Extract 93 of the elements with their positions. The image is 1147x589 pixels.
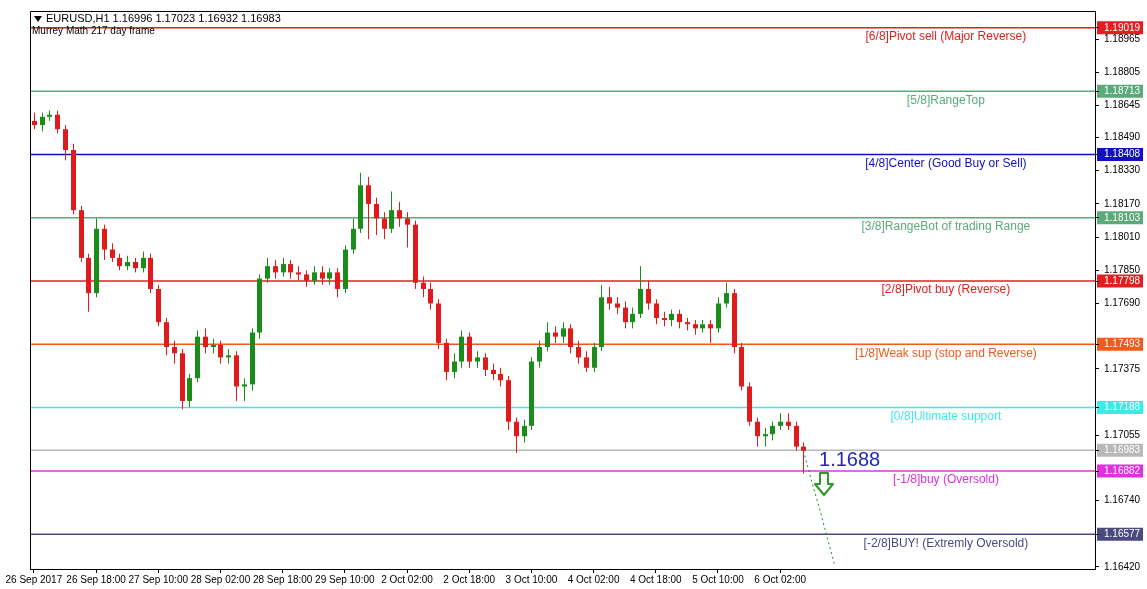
candlestick xyxy=(312,265,317,286)
candlestick xyxy=(366,176,371,240)
x-tick-label: 2 Oct 02:00 xyxy=(381,573,434,585)
candlestick xyxy=(141,251,146,273)
candlestick xyxy=(623,300,628,329)
y-tick-label: 1.18645 xyxy=(1104,99,1141,111)
x-tick-label: 4 Oct 18:00 xyxy=(629,573,683,585)
y-tick-label: 1.16983 xyxy=(1104,443,1141,455)
candlestick xyxy=(351,217,356,255)
candlestick xyxy=(498,367,503,387)
candlestick xyxy=(677,309,682,329)
candlestick xyxy=(63,124,68,161)
candlestick xyxy=(281,257,286,278)
candlestick xyxy=(382,211,387,240)
ref-line-label: [0/8]Ultimate support xyxy=(890,408,1002,423)
candlestick xyxy=(755,417,760,448)
candlestick xyxy=(40,112,45,132)
y-tick-label: 1.17850 xyxy=(1104,264,1141,276)
candlestick xyxy=(242,377,247,402)
y-tick-label: 1.18490 xyxy=(1104,131,1141,143)
y-tick-label: 1.18965 xyxy=(1104,32,1141,44)
y-tick-label: 1.16577 xyxy=(1104,528,1141,540)
ref-line-label: [5/8]RangeTop xyxy=(906,92,986,107)
candlestick xyxy=(630,307,635,329)
candlestick xyxy=(374,197,379,236)
y-tick-label: 1.18170 xyxy=(1104,197,1141,209)
candlestick xyxy=(389,190,394,234)
chart-title: EURUSD,H1 1.16996 1.17023 1.16932 1.16983 xyxy=(46,12,281,24)
y-tick-label: 1.18713 xyxy=(1104,85,1141,97)
x-tick-label: 6 Oct 02:00 xyxy=(754,573,807,585)
x-tick-label: 28 Sep 02:00 xyxy=(190,573,251,585)
y-tick-label: 1.17690 xyxy=(1104,297,1141,309)
y-tick-label: 1.18805 xyxy=(1104,65,1141,77)
y-tick-label: 1.16740 xyxy=(1104,494,1141,506)
x-tick-label: 27 Sep 10:00 xyxy=(128,573,189,585)
candlestick xyxy=(801,441,806,475)
candlestick xyxy=(724,282,729,309)
candlestick xyxy=(763,427,768,448)
candlestick xyxy=(522,419,527,443)
candlestick xyxy=(172,340,177,365)
candlestick xyxy=(770,421,775,441)
candlestick xyxy=(265,257,270,284)
y-tick-label: 1.17375 xyxy=(1104,362,1141,374)
candlestick xyxy=(405,211,410,248)
x-tick-label: 26 Sep 18:00 xyxy=(66,573,127,585)
y-tick-label: 1.19019 xyxy=(1104,21,1141,33)
candlestick xyxy=(584,350,589,373)
annotation: 1.1688 xyxy=(819,448,881,471)
y-tick-label: 1.18408 xyxy=(1104,148,1141,160)
candlestick xyxy=(708,319,713,344)
ref-line-label: [2/8]Pivot buy (Reverse) xyxy=(881,282,1011,297)
text: Murrey Math 217 day frame xyxy=(32,25,155,36)
y-tick-label: 1.17055 xyxy=(1104,428,1141,440)
candlestick xyxy=(218,340,223,365)
x-tick-label: 28 Sep 18:00 xyxy=(252,573,313,585)
candlestick xyxy=(397,201,402,228)
x-tick-label: 3 Oct 10:00 xyxy=(505,573,558,585)
y-tick-label: 1.16420 xyxy=(1104,560,1141,572)
candlestick xyxy=(514,417,519,454)
candlestick xyxy=(102,224,107,261)
ref-line-label: [-1/8]buy (Oversold) xyxy=(892,472,999,487)
ref-line-label: [3/8]RangeBot of trading Range xyxy=(861,219,1031,234)
x-tick-label: 2 Oct 18:00 xyxy=(443,573,496,585)
candlestick xyxy=(576,340,581,365)
candlestick xyxy=(537,340,542,369)
candlestick xyxy=(110,242,115,263)
candlestick xyxy=(55,110,60,134)
x-tick-label: 29 Sep 10:00 xyxy=(315,573,376,585)
x-tick-label: 26 Sep 2017 xyxy=(5,573,63,585)
ref-line-label: [6/8]Pivot sell (Major Reverse) xyxy=(865,29,1027,44)
candlestick xyxy=(203,327,208,354)
ref-line-label: [1/8]Weak sup (stop and Reverse) xyxy=(854,345,1037,360)
y-tick-label: 1.18010 xyxy=(1104,230,1141,242)
candlestick xyxy=(545,321,550,352)
x-tick-label: 4 Oct 02:00 xyxy=(567,573,620,585)
candlestick xyxy=(654,298,659,325)
x-tick-label: 5 Oct 10:00 xyxy=(692,573,745,585)
ref-line-label: [-2/8]BUY! (Extremly Oversold) xyxy=(863,535,1029,550)
candlestick xyxy=(568,323,573,354)
y-tick-label: 1.18330 xyxy=(1104,164,1141,176)
candlestick xyxy=(483,352,488,377)
y-tick-label: 1.17188 xyxy=(1104,401,1141,413)
candlestick xyxy=(794,421,799,452)
candlestick xyxy=(607,286,612,311)
y-tick-label: 1.16882 xyxy=(1104,464,1141,476)
candlestick xyxy=(187,373,192,408)
ref-line-label: [4/8]Center (Good Buy or Sell) xyxy=(865,155,1027,170)
y-tick-label: 1.17798 xyxy=(1104,274,1141,286)
candlestick xyxy=(452,352,457,379)
candlestick xyxy=(561,321,566,344)
y-tick-label: 1.18103 xyxy=(1104,211,1141,223)
y-tick-label: 1.17493 xyxy=(1104,338,1141,350)
candlestick xyxy=(592,342,597,373)
